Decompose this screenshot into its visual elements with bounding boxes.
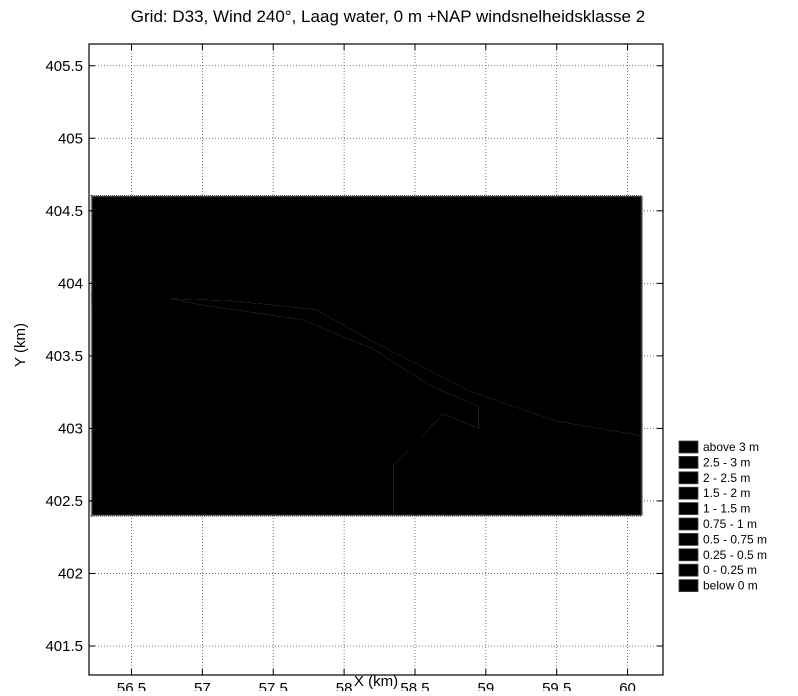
x-tick-label: 59.5 — [542, 680, 571, 691]
region-0-75-1-m — [91, 196, 642, 436]
x-tick-label: 58.5 — [400, 680, 429, 691]
x-tick-label: 57 — [194, 680, 211, 691]
stripe-0-0-25-m — [464, 196, 479, 269]
stripe-0-0-25-m — [237, 196, 245, 269]
legend-label-0-75-1-m: 0.75 - 1 m — [703, 517, 757, 531]
x-tick-label: 57.5 — [259, 680, 288, 691]
legend-label-1-1-5-m: 1 - 1.5 m — [703, 502, 750, 516]
legend-label-2-5-3-m: 2.5 - 3 m — [703, 455, 750, 469]
x-axis-label: X (km) — [354, 673, 398, 690]
y-tick-label: 402.5 — [45, 493, 83, 510]
x-tick-label: 59 — [477, 680, 494, 691]
region-1-5-2-m — [91, 290, 479, 516]
x-tick-label: 56.5 — [117, 680, 146, 691]
legend-swatch-2-2-5-m — [678, 471, 699, 485]
y-tick-label: 402 — [58, 565, 83, 582]
y-tick-label: 404.5 — [45, 203, 83, 220]
legend-swatch-0-0-25-m — [678, 563, 699, 577]
legend-swatch-above-3-m — [678, 440, 699, 454]
stripe-0-0-25-m — [443, 442, 461, 516]
stripe-0-0-25-m — [294, 196, 309, 284]
y-axis-label: Y (km) — [12, 323, 29, 367]
stripe-0-0-25-m — [145, 196, 163, 269]
legend-label-2-2-5-m: 2 - 2.5 m — [703, 471, 750, 485]
heatmap-field — [90, 195, 643, 517]
stripe-0-0-25-m — [514, 435, 529, 516]
region-2-2-5-m — [98, 348, 121, 362]
legend: above 3 m2.5 - 3 m 2 - 2.5 m1.5 - 2 m 1 - … — [678, 440, 767, 593]
legend-label-1-5-2-m: 1.5 - 2 m — [703, 486, 750, 500]
legend-label-0-0-25-m: 0 - 0.25 m — [703, 563, 757, 577]
plot-frame — [88, 43, 664, 676]
y-tick-label: 404 — [58, 275, 83, 292]
y-tick-label: 401.5 — [45, 638, 83, 655]
legend-swatch-1-1-5-m — [678, 502, 699, 516]
legend-swatch-below-0-m — [678, 579, 699, 592]
legend-swatch-0-5-0-75-m — [678, 533, 699, 546]
x-tick-label: 58 — [336, 680, 353, 691]
y-tick-labels: 401.5 402 402.5 403 403.5 404 404.5 405 405.5 — [45, 58, 83, 655]
legend-label-0-25-0-5-m: 0.25 - 0.5 m — [703, 548, 767, 562]
chart-title: Grid: D33, Wind 240°, Laag water, 0 m +N… — [131, 7, 645, 26]
stripe-0-0-25-m — [181, 196, 206, 284]
legend-swatch-0-25-0-5-m — [678, 548, 699, 562]
x-tick-label: 60 — [619, 680, 636, 691]
y-tick-label: 405.5 — [45, 58, 83, 75]
y-tick-label: 405 — [58, 130, 83, 147]
legend-swatch-2-5-3-m — [678, 455, 699, 469]
stripe-0-0-25-m — [563, 435, 586, 516]
stripe-0-0-25-m — [358, 196, 380, 284]
axes — [88, 43, 664, 676]
stripe-0-0-25-m — [556, 196, 578, 284]
stripe-0-0-25-m — [280, 196, 291, 284]
legend-label-above-3-m: above 3 m — [703, 440, 759, 454]
legend-label-below-0-m: below 0 m — [703, 579, 758, 593]
legend-label-0-5-0-75-m: 0.5 - 0.75 m — [703, 532, 767, 546]
legend-swatch-1-5-2-m — [678, 486, 699, 500]
stripe-0-0-25-m — [407, 421, 423, 516]
region-1-1-5-m — [91, 290, 642, 516]
y-tick-label: 403.5 — [45, 348, 83, 365]
legend-swatch-0-75-1-m — [678, 517, 699, 531]
y-tick-label: 403 — [58, 420, 83, 437]
stripe-0-0-25-m — [606, 442, 621, 516]
